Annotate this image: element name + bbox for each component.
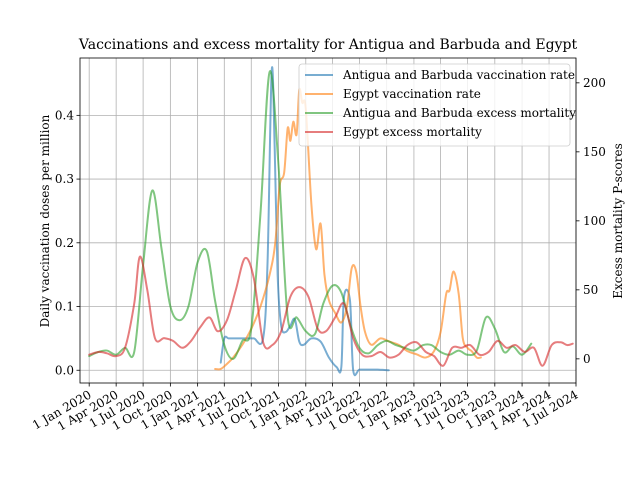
y-right-tick-label: 200 [583, 76, 606, 90]
y-right-tick-label: 100 [583, 214, 606, 228]
y-left-tick-label: 0.1 [55, 300, 74, 314]
legend-label-4: Egypt excess mortality [343, 125, 482, 139]
series-line-4 [88, 255, 574, 367]
y-left-tick-label: 0.3 [55, 172, 74, 186]
y-axis-right-label: Excess mortality P-scores [611, 143, 625, 298]
legend-frame [298, 63, 571, 147]
y-right-tick-label: 150 [583, 145, 606, 159]
series-layer [88, 66, 574, 377]
y-left-tick-label: 0.4 [55, 108, 74, 122]
y-axis-left-label: Daily vaccination doses per million [38, 114, 52, 327]
y-axis-right: 0 50 100 150 200 [576, 76, 606, 366]
y-right-tick-label: 0 [583, 352, 591, 366]
series-line-2 [214, 87, 482, 371]
legend: Antigua and Barbuda vaccination rate Egyp… [298, 63, 576, 147]
chart-title: Vaccinations and excess mortality for An… [78, 37, 578, 53]
y-left-tick-label: 0.0 [55, 363, 74, 377]
series-line-3 [88, 70, 533, 360]
legend-label-2: Egypt vaccination rate [343, 87, 481, 101]
series-line-1 [219, 66, 390, 377]
legend-label-3: Antigua and Barbuda excess mortality [342, 106, 576, 120]
y-right-tick-label: 50 [583, 283, 598, 297]
y-left-tick-label: 0.2 [55, 236, 74, 250]
y-axis-left: 0.0 0.1 0.2 0.3 0.4 [55, 108, 80, 377]
legend-label-1: Antigua and Barbuda vaccination rate [342, 68, 575, 82]
